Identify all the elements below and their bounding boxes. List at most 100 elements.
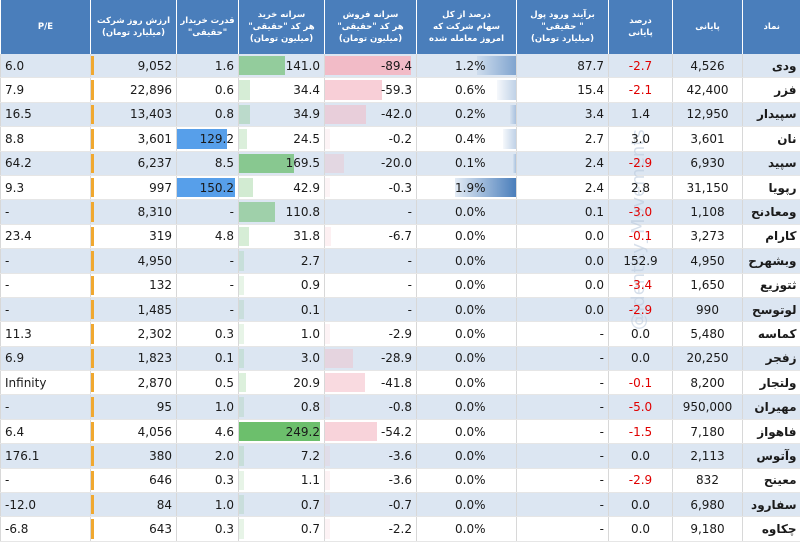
table-row[interactable]: ومعادنح 1,108 -3.0 0.1 0.0% - 110.8 - 8,310 - xyxy=(0,199,800,225)
header-inflow[interactable]: برآیند ورود پول " حقیقی" (میلیارد تومان) xyxy=(516,0,609,54)
header-value[interactable]: ارزش روز شرکت (میلیارد تومان) xyxy=(90,0,177,54)
pe-cell: - xyxy=(0,273,91,298)
buyer-power-cell-text: 4.8 xyxy=(214,229,234,244)
value-bar xyxy=(91,299,94,320)
buyer-power-cell: - xyxy=(176,248,239,274)
buy-bar xyxy=(239,470,245,491)
pct-change-cell-text: 0.0 xyxy=(630,497,651,512)
share-traded-cell-text: 0.4% xyxy=(455,131,486,146)
sell-per-capita-cell: -28.9 xyxy=(324,346,417,372)
header-pe[interactable]: P/E xyxy=(0,0,91,54)
market-value-cell-text: 3,601 xyxy=(137,131,172,146)
pct-change-cell-text: -2.9 xyxy=(628,156,653,171)
buyer-power-cell-text: 4.6 xyxy=(214,424,234,439)
table-row[interactable]: فزر 42,400 -2.1 15.4 0.6% -59.3 34.4 0.6 22,896 7… xyxy=(0,77,800,103)
buyer-power-cell-text: 129.2 xyxy=(199,131,234,146)
inflow-cell: 2.4 xyxy=(516,151,609,176)
buyer-power-cell: 0.3 xyxy=(176,321,239,347)
pe-cell: 11.3 xyxy=(0,321,91,347)
last-price-cell-text: 3,273 xyxy=(690,229,725,244)
header-power[interactable]: قدرت خریدار "حقیقی" xyxy=(176,0,239,54)
table-row[interactable]: وبشهرح 4,950 152.9 0.0 0.0% - 2.7 - 4,950 - xyxy=(0,248,800,274)
last-price-cell-text: 990 xyxy=(696,302,719,317)
pe-cell: - xyxy=(0,297,91,323)
symbol-cell: ومعادنح xyxy=(742,199,800,225)
table-row[interactable]: معینح 832 -2.9 - 0.0% -3.6 1.1 0.3 646 - xyxy=(0,468,800,494)
market-value-cell: 132 xyxy=(90,273,177,298)
pct-change-cell: -0.1 xyxy=(608,370,673,396)
pe-cell: - xyxy=(0,248,91,274)
table-row[interactable]: ولتجار 8,200 -0.1 - 0.0% -41.8 20.9 0.5 2,870 Inf… xyxy=(0,370,800,396)
inflow-cell-text: 2.4 xyxy=(584,156,604,171)
sell-per-capita-cell: -0.2 xyxy=(324,126,417,152)
share-traded-cell: 0.0% xyxy=(416,273,517,298)
inflow-cell-text: 0.1 xyxy=(584,205,604,220)
buy-bar xyxy=(239,348,245,369)
buy-bar xyxy=(239,104,251,125)
symbol-cell: ودی xyxy=(742,54,800,79)
pe-cell: 6.0 xyxy=(0,54,91,79)
market-value-cell: 6,237 xyxy=(90,151,177,176)
buyer-power-cell: 0.8 xyxy=(176,102,239,128)
share-traded-cell: 0.0% xyxy=(416,199,517,225)
pct-change-cell-text: 1.4 xyxy=(630,107,651,122)
table-row[interactable]: ودی 4,526 -2.7 87.7 1.2% -89.4 141.0 1.6 9,052 6.… xyxy=(0,54,800,79)
buyer-power-cell-text: 1.6 xyxy=(214,58,234,73)
table-row[interactable]: لوتوسح 990 -2.9 0.0 0.0% - 0.1 - 1,485 - xyxy=(0,297,800,323)
buy-per-capita-cell-text: 42.9 xyxy=(293,180,320,195)
header-line: "حقیقی" xyxy=(187,28,228,38)
buyer-power-cell-text: - xyxy=(229,278,234,293)
symbol-cell: لوتوسح xyxy=(742,297,800,323)
last-price-cell: 5,480 xyxy=(672,321,743,347)
share-bar xyxy=(503,129,516,149)
symbol-cell: سپیدار xyxy=(742,102,800,128)
symbol-cell: کماسه xyxy=(742,321,800,347)
pct-change-cell: -3.4 xyxy=(608,273,673,298)
table-row[interactable]: سفارود 6,980 0.0 - 0.0% -0.7 0.7 1.0 84 -12.0 xyxy=(0,492,800,518)
share-traded-cell-text: 0.0% xyxy=(455,473,486,488)
value-bar xyxy=(91,251,94,271)
inflow-cell-text: 87.7 xyxy=(577,58,604,73)
table-row[interactable]: وآتوس 2,113 0.0 - 0.0% -3.6 7.2 2.0 380 176.1 xyxy=(0,443,800,469)
header-last[interactable]: پایانی xyxy=(672,0,743,54)
buy-bar xyxy=(239,446,245,466)
pe-cell: 9.3 xyxy=(0,175,91,201)
buy-per-capita-cell-text: 31.8 xyxy=(293,229,320,244)
inflow-cell: - xyxy=(516,443,609,469)
symbol-cell-text: سپید xyxy=(767,156,797,171)
last-price-cell-text: 1,650 xyxy=(690,278,725,293)
symbol-cell-text: سفارود xyxy=(751,497,797,512)
pct-change-cell: 152.9 xyxy=(608,248,673,274)
table-row[interactable]: ثتوزیع 1,650 -3.4 0.0 0.0% - 0.9 - 132 - xyxy=(0,273,800,298)
table-row[interactable]: رپویا 31,150 2.8 2.4 1.9% -0.3 42.9 150.2 997 9.3 xyxy=(0,175,800,201)
table-row[interactable]: کارام 3,273 -0.1 0.0 0.0% -6.7 31.8 4.8 319 23.4 xyxy=(0,224,800,250)
market-value-cell-text: 997 xyxy=(149,180,172,195)
market-value-cell-text: 4,056 xyxy=(137,424,172,439)
buyer-power-cell-text: 1.0 xyxy=(214,497,234,512)
header-pct[interactable]: درصد پایانی xyxy=(608,0,673,54)
table-row[interactable]: فاهواز 7,180 -1.5 - 0.0% -54.2 249.2 4.6 4,056 6.… xyxy=(0,419,800,445)
table-row[interactable]: نان 3,601 3.0 2.7 0.4% -0.2 24.5 129.2 3,601 8.8 xyxy=(0,126,800,152)
last-price-cell: 6,930 xyxy=(672,151,743,176)
sell-per-capita-cell-text: -89.4 xyxy=(380,58,412,73)
header-share[interactable]: درصد از کل سهام شرکت که امروز معامله شده xyxy=(416,0,517,54)
table-row[interactable]: چکاوه 9,180 0.0 - 0.0% -2.2 0.7 0.3 643 -6.8 xyxy=(0,516,800,542)
pct-change-cell-text: -0.1 xyxy=(628,375,653,390)
market-value-cell-text: 22,896 xyxy=(130,83,172,98)
buy-per-capita-cell: 42.9 xyxy=(238,175,325,201)
buy-per-capita-cell-text: 34.4 xyxy=(293,83,320,98)
table-row[interactable]: کماسه 5,480 0.0 - 0.0% -2.9 1.0 0.3 2,302 11.3 xyxy=(0,321,800,347)
table-row[interactable]: مهیران 950,000 -5.0 - 0.0% -0.8 0.8 1.0 95 - xyxy=(0,394,800,420)
table-row[interactable]: سپیدار 12,950 1.4 3.4 0.2% -42.0 34.9 0.8 13,403… xyxy=(0,102,800,128)
sell-per-capita-cell-text: -54.2 xyxy=(380,424,412,439)
pct-change-cell-text: -2.9 xyxy=(628,473,653,488)
inflow-cell-text: 0.0 xyxy=(584,253,604,268)
header-sell[interactable]: سرانه فروش هر کد "حقیقی" (میلیون تومان) xyxy=(324,0,417,54)
table-row[interactable]: سپید 6,930 -2.9 2.4 0.1% -20.0 169.5 8.5 6,237 64… xyxy=(0,151,800,176)
header-symbol[interactable]: نماد xyxy=(742,0,800,54)
value-bar xyxy=(91,129,94,149)
share-traded-cell-text: 0.0% xyxy=(455,497,486,512)
buyer-power-cell: 4.8 xyxy=(176,224,239,250)
table-row[interactable]: زفجر 20,250 0.0 - 0.0% -28.9 3.0 0.1 1,823 6.9 xyxy=(0,346,800,372)
header-buy[interactable]: سرانه خرید هر کد "حقیقی" (میلیون تومان) xyxy=(238,0,325,54)
